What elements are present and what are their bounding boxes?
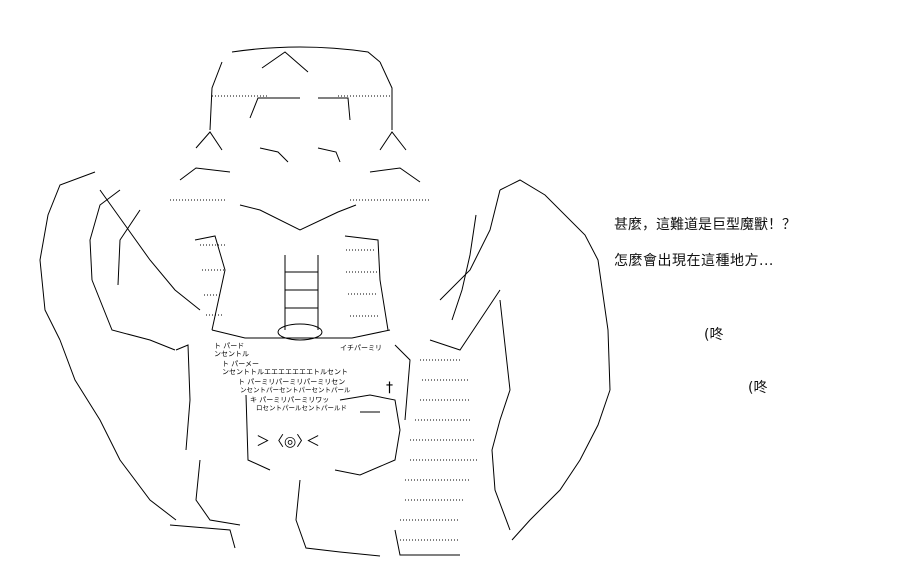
right-wing-hatch	[400, 359, 478, 541]
left-wing-spine	[99, 189, 201, 311]
face-lower	[179, 167, 231, 181]
neck-column	[284, 255, 319, 330]
dialog-line-1: 甚麼，這難道是巨型魔獸！？	[614, 217, 796, 233]
eye-center: 〈◎〉	[270, 434, 310, 450]
right-wing-inner	[451, 214, 477, 321]
helmet-top	[231, 46, 381, 63]
belly-gem	[277, 323, 323, 341]
hip-left	[175, 344, 191, 451]
chin	[239, 204, 357, 231]
torso-hatch-right	[346, 249, 380, 317]
face-right	[379, 131, 407, 151]
torso-left	[194, 235, 226, 331]
belly-line	[211, 329, 391, 339]
armor-text-2: ンセントル	[214, 350, 249, 358]
torso-right	[344, 235, 389, 331]
left-eye	[259, 147, 289, 163]
sound-effect-1: (咚	[704, 327, 724, 343]
dialog-line-2: 怎麼會出現在這種地方...	[614, 253, 774, 269]
left-foot	[169, 524, 236, 549]
armor-text-1: ト パード	[214, 342, 244, 350]
left-wing-inner-1	[89, 189, 121, 281]
helmet-left-side	[209, 61, 223, 131]
helmet-inner-left	[249, 97, 300, 119]
face-lower-right	[369, 167, 421, 183]
right-foot	[394, 529, 460, 556]
hip-right	[394, 344, 411, 421]
left-leg	[195, 459, 241, 526]
shield-body	[334, 394, 401, 476]
armor-text-7: ンセントパーセントパーセントパール	[240, 386, 351, 394]
helmet-inner-right	[318, 97, 351, 121]
cross-symbol: †	[386, 380, 393, 396]
helmet-right-side	[379, 61, 393, 130]
torso-hatch-left	[200, 244, 225, 316]
eye-right-bracket: ＜	[306, 434, 320, 450]
armor-text-6: ト パーミリパーミリパーミリセン	[238, 378, 345, 386]
neck-bars	[285, 271, 318, 309]
eye-left-bracket: ＞	[256, 434, 270, 450]
face-left	[195, 131, 223, 151]
left-wing-membrane	[91, 279, 176, 351]
sound-effect-2: (咚	[748, 380, 768, 396]
left-wing-lower	[59, 339, 177, 521]
right-wing-outer	[499, 179, 611, 391]
left-wing-inner-2	[117, 209, 141, 286]
right-eye	[317, 147, 341, 163]
right-wing-spine	[439, 189, 501, 301]
helmet-crest	[261, 51, 309, 73]
armor-text-5: ンセントトルエエエエエエエトルセント	[222, 368, 348, 376]
lower-shield	[245, 394, 271, 471]
armor-text-3: イチパーミリ	[340, 344, 382, 352]
right-wing-fold	[491, 299, 511, 531]
armor-text-8: キ パーミリパーミリワッ	[250, 396, 329, 404]
armor-text-9: ロセントパールセントパールド	[256, 404, 347, 412]
left-wing-outer	[39, 171, 96, 341]
right-wing-lower	[511, 389, 611, 541]
right-leg	[295, 479, 381, 557]
armor-text-4: ト パーメー	[222, 360, 259, 368]
right-wing-membrane	[429, 289, 501, 351]
